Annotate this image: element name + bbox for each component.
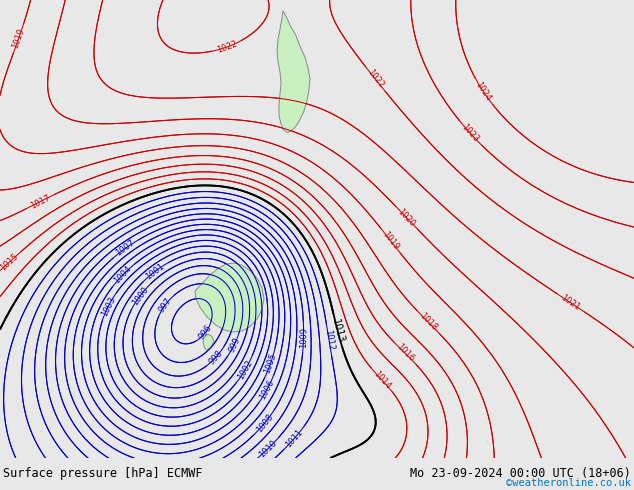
Text: 1022: 1022 [365,68,385,90]
Text: 1019: 1019 [11,27,27,49]
Text: 1000: 1000 [130,285,150,307]
Text: Mo 23-09-2024 00:00 UTC (18+06): Mo 23-09-2024 00:00 UTC (18+06) [410,467,631,480]
Text: 1010: 1010 [257,439,278,460]
Text: 1008: 1008 [254,412,275,434]
Text: 1013: 1013 [330,318,346,344]
Text: 1009: 1009 [299,326,308,348]
Text: 1019: 1019 [380,229,401,251]
Text: 999: 999 [227,336,242,354]
Text: 1014: 1014 [372,369,392,391]
Text: 1021: 1021 [559,293,581,312]
Text: 1024: 1024 [474,80,493,103]
Polygon shape [195,263,264,332]
Text: 1004: 1004 [112,264,134,285]
Text: 1012: 1012 [323,329,335,351]
Text: 996: 996 [197,323,214,342]
Text: 1003: 1003 [100,295,117,318]
Text: 1011: 1011 [284,427,305,449]
Text: 1023: 1023 [460,122,481,144]
Text: 1007: 1007 [114,239,137,258]
Text: 997: 997 [157,296,174,314]
Text: 998: 998 [207,348,224,366]
Text: 1002: 1002 [236,358,255,381]
Text: 1015: 1015 [0,252,20,272]
Text: 1001: 1001 [144,261,166,281]
Text: 1018: 1018 [418,312,439,333]
Text: 1020: 1020 [396,207,417,228]
Polygon shape [203,334,214,350]
Text: 1006: 1006 [258,378,276,401]
Text: 1005: 1005 [263,352,278,374]
Text: 1017: 1017 [29,193,52,210]
Text: ©weatheronline.co.uk: ©weatheronline.co.uk [506,478,631,489]
Text: 1016: 1016 [394,343,416,364]
Text: Surface pressure [hPa] ECMWF: Surface pressure [hPa] ECMWF [3,467,203,480]
Polygon shape [277,11,310,133]
Text: 1022: 1022 [216,39,238,55]
